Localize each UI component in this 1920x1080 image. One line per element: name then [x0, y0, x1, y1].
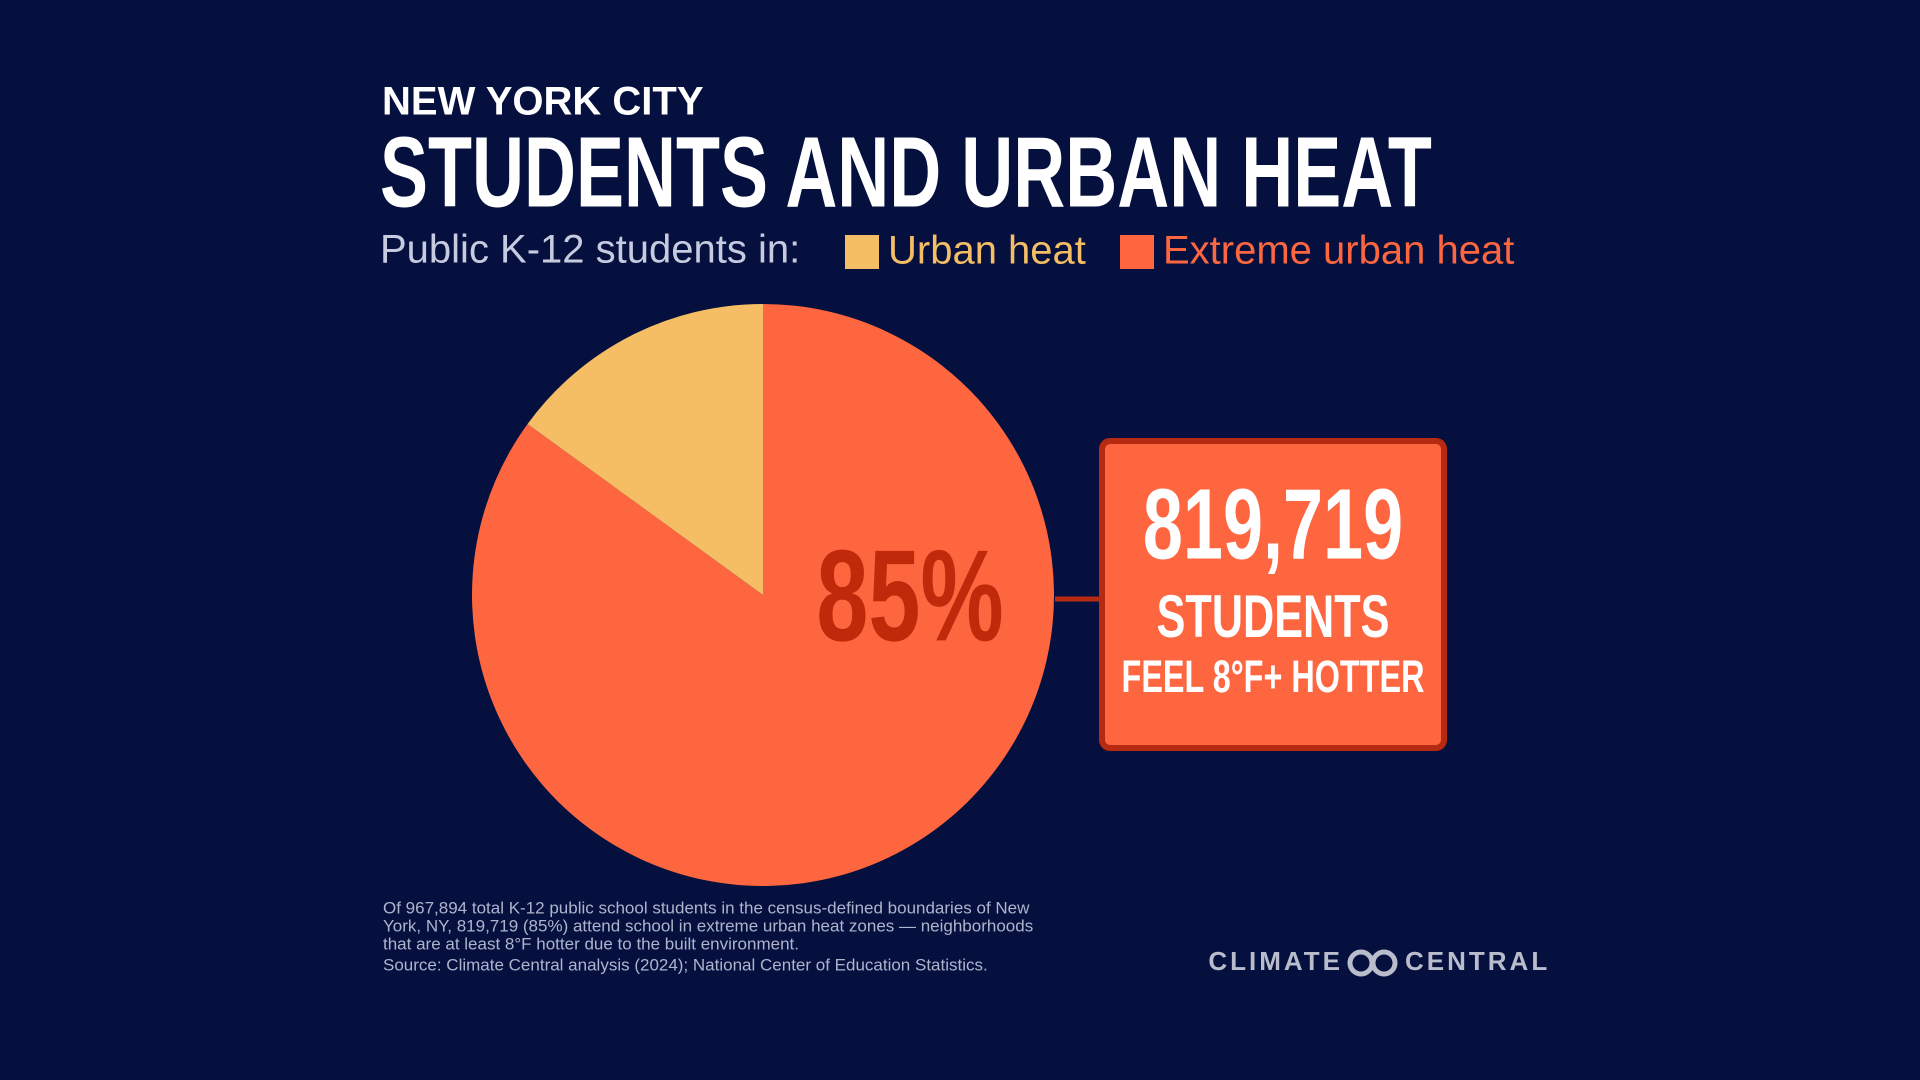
- pie-slice: [471, 304, 1054, 886]
- legend-swatch: [1120, 235, 1154, 269]
- pie: 85%: [471, 304, 1054, 886]
- legend-label: Extreme urban heat: [1163, 229, 1514, 273]
- callout-box: [1099, 438, 1447, 751]
- logo: CLIMATE CENTRAL: [1208, 946, 1550, 977]
- source: Source: Climate Central analysis (2024);…: [383, 955, 988, 974]
- chart-subtitle: NEW YORK CITY: [382, 80, 704, 124]
- note-line: that are at least 8°F hotter due to the …: [383, 934, 799, 953]
- logo-icon: [1370, 949, 1398, 977]
- callout-line: FEEL 8°F+ HOTTER: [1122, 653, 1425, 702]
- callout-number: 819,719: [1143, 469, 1403, 580]
- legend-swatch: [845, 235, 879, 269]
- chart-title: STUDENTS AND URBAN HEAT: [380, 117, 1432, 228]
- logo-text: CENTRAL: [1405, 946, 1550, 976]
- legend-title: Public K-12 students in:: [380, 228, 800, 272]
- legend: Urban heat Extreme urban heat: [845, 229, 1514, 273]
- note-line: York, NY, 819,719 (85%) attend school in…: [383, 916, 1033, 935]
- pie-slice: [527, 304, 763, 595]
- value-label: 85%: [816, 523, 1003, 669]
- callout-line: STUDENTS: [1157, 584, 1390, 651]
- logo-text: CLIMATE: [1208, 946, 1343, 976]
- note-line: Of 967,894 total K-12 public school stud…: [383, 898, 1030, 917]
- legend-label: Urban heat: [888, 229, 1086, 273]
